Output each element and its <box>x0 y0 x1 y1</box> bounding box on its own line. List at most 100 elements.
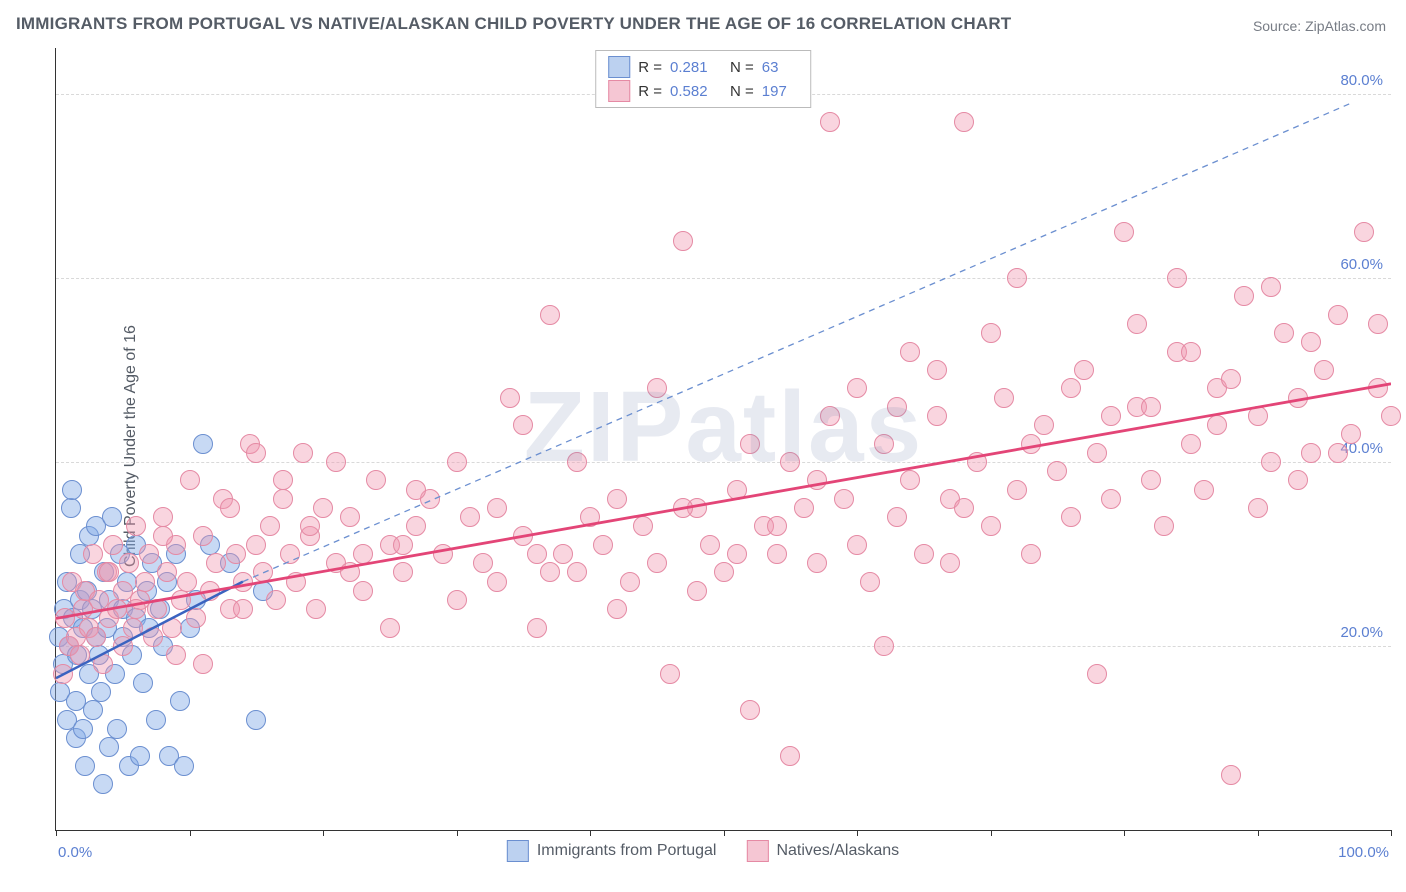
data-point <box>126 599 146 619</box>
data-point <box>794 498 814 518</box>
data-point <box>647 553 667 573</box>
data-point <box>89 590 109 610</box>
data-point <box>433 544 453 564</box>
data-point <box>246 443 266 463</box>
data-point <box>1261 452 1281 472</box>
data-point <box>153 526 173 546</box>
data-point <box>353 581 373 601</box>
x-axis-start-label: 0.0% <box>58 844 92 861</box>
data-point <box>981 516 1001 536</box>
x-tick <box>323 830 324 836</box>
y-tick-label: 20.0% <box>1340 624 1383 641</box>
data-point <box>807 470 827 490</box>
data-point <box>460 507 480 527</box>
data-point <box>727 480 747 500</box>
data-point <box>1221 369 1241 389</box>
data-point <box>1021 544 1041 564</box>
data-point <box>954 112 974 132</box>
data-point <box>1061 507 1081 527</box>
r-label: R = <box>638 83 662 100</box>
data-point <box>780 452 800 472</box>
data-point <box>406 480 426 500</box>
data-point <box>447 590 467 610</box>
data-point <box>553 544 573 564</box>
data-point <box>1047 461 1067 481</box>
data-point <box>193 654 213 674</box>
data-point <box>193 434 213 454</box>
legend-swatch <box>608 56 630 78</box>
data-point <box>567 562 587 582</box>
data-point <box>174 756 194 776</box>
data-point <box>1061 378 1081 398</box>
data-point <box>1381 406 1401 426</box>
data-point <box>273 489 293 509</box>
data-point <box>1007 268 1027 288</box>
data-point <box>393 535 413 555</box>
legend-stat-row: R =0.582N =197 <box>596 79 810 103</box>
data-point <box>874 434 894 454</box>
data-point <box>887 397 907 417</box>
legend-swatch <box>746 840 768 862</box>
data-point <box>280 544 300 564</box>
data-point <box>147 599 167 619</box>
data-point <box>107 719 127 739</box>
data-point <box>540 562 560 582</box>
data-point <box>177 572 197 592</box>
data-point <box>246 710 266 730</box>
data-point <box>727 544 747 564</box>
data-point <box>286 572 306 592</box>
data-point <box>1181 434 1201 454</box>
data-point <box>860 572 880 592</box>
data-point <box>940 553 960 573</box>
data-point <box>273 470 293 490</box>
x-tick <box>857 830 858 836</box>
x-tick <box>56 830 57 836</box>
data-point <box>1354 222 1374 242</box>
legend-stat-row: R =0.281N =63 <box>596 55 810 79</box>
data-point <box>83 544 103 564</box>
data-point <box>340 562 360 582</box>
data-point <box>1274 323 1294 343</box>
x-tick <box>1391 830 1392 836</box>
data-point <box>1007 480 1027 500</box>
data-point <box>366 470 386 490</box>
data-point <box>1101 406 1121 426</box>
data-point <box>226 544 246 564</box>
data-point <box>119 553 139 573</box>
data-point <box>1288 388 1308 408</box>
x-axis-end-label: 100.0% <box>1338 844 1389 861</box>
data-point <box>1301 332 1321 352</box>
data-point <box>687 581 707 601</box>
data-point <box>1368 378 1388 398</box>
n-value: 63 <box>762 59 798 76</box>
data-point <box>126 516 146 536</box>
data-point <box>293 443 313 463</box>
data-point <box>300 516 320 536</box>
data-point <box>1141 397 1161 417</box>
data-point <box>540 305 560 325</box>
data-point <box>1114 222 1134 242</box>
gridline <box>56 646 1391 647</box>
r-label: R = <box>638 59 662 76</box>
data-point <box>123 618 143 638</box>
source-link[interactable]: ZipAtlas.com <box>1305 18 1386 34</box>
data-point <box>1261 277 1281 297</box>
data-point <box>1127 314 1147 334</box>
data-point <box>1087 664 1107 684</box>
data-point <box>260 516 280 536</box>
data-point <box>1248 498 1268 518</box>
data-point <box>186 608 206 628</box>
data-point <box>53 664 73 684</box>
data-point <box>740 700 760 720</box>
data-point <box>740 434 760 454</box>
data-point <box>200 581 220 601</box>
data-point <box>70 645 90 665</box>
series-legend: Immigrants from PortugalNatives/Alaskans <box>507 840 899 862</box>
legend-swatch <box>608 80 630 102</box>
data-point <box>1154 516 1174 536</box>
source-label: Source: <box>1253 18 1301 34</box>
data-point <box>487 498 507 518</box>
chart-title: IMMIGRANTS FROM PORTUGAL VS NATIVE/ALASK… <box>16 14 1011 34</box>
data-point <box>166 645 186 665</box>
legend-swatch <box>507 840 529 862</box>
